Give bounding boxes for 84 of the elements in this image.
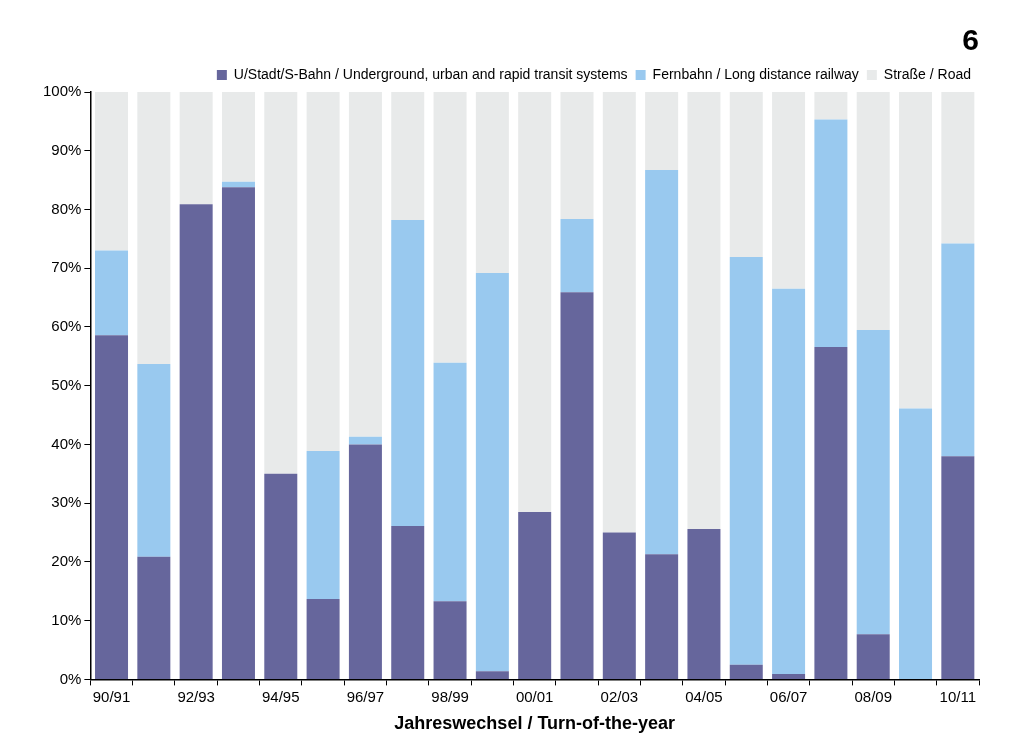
bar	[306, 598, 340, 679]
bar	[645, 554, 679, 679]
bar	[475, 671, 509, 679]
bar	[348, 436, 382, 445]
bar	[348, 444, 382, 679]
x-tick-label: 96/97	[346, 687, 385, 705]
bar	[433, 601, 467, 679]
bar	[221, 187, 255, 679]
x-tick-label: 94/95	[262, 687, 300, 705]
x-tick-label: 98/99	[431, 687, 469, 705]
bar	[560, 92, 594, 219]
chart-title: 6	[962, 23, 979, 57]
bar	[137, 363, 171, 557]
bar	[814, 119, 848, 347]
bar	[729, 92, 763, 258]
bar	[687, 92, 721, 530]
legend-label: Straße / Road	[883, 65, 971, 82]
bar	[221, 92, 255, 182]
x-tick-label: 92/93	[177, 687, 215, 705]
y-tick-label: 40%	[51, 434, 82, 452]
bar	[729, 664, 763, 679]
x-tick-label: 02/03	[600, 687, 639, 705]
bar	[814, 92, 848, 120]
x-tick-label: 06/07	[769, 687, 808, 705]
bar	[772, 288, 806, 675]
bar	[899, 92, 933, 409]
bar	[348, 92, 382, 437]
bar	[95, 92, 129, 251]
y-tick-label: 100%	[42, 82, 82, 100]
y-tick-label: 90%	[51, 140, 82, 158]
bar	[602, 92, 636, 533]
bar	[391, 526, 425, 679]
bar	[95, 335, 129, 679]
bar	[306, 92, 340, 451]
bar	[645, 170, 679, 555]
y-tick-label: 80%	[51, 199, 82, 217]
bar	[772, 674, 806, 679]
bar	[433, 362, 467, 602]
bar	[941, 456, 975, 679]
bar	[391, 220, 425, 527]
bar	[179, 92, 213, 205]
x-axis-title: Jahreswechsel / Turn-of-the-year	[394, 713, 676, 734]
bar	[645, 92, 679, 171]
bar	[391, 92, 425, 221]
x-tick-label: 04/05	[685, 687, 723, 705]
bar	[729, 257, 763, 665]
bar	[306, 450, 340, 599]
bar	[179, 204, 213, 679]
bar	[856, 329, 890, 635]
x-tick-label: 90/91	[92, 687, 131, 705]
bar	[560, 292, 594, 679]
bar	[137, 92, 171, 364]
bar	[475, 92, 509, 273]
bar	[602, 532, 636, 679]
bar	[856, 634, 890, 679]
y-tick-label: 20%	[51, 552, 82, 570]
bar	[137, 556, 171, 679]
legend-label: Fernbahn / Long distance railway	[652, 65, 859, 82]
y-tick-label: 0%	[59, 669, 82, 687]
bar	[264, 473, 298, 679]
bar	[772, 92, 806, 289]
bar	[899, 408, 933, 679]
bar	[221, 181, 255, 188]
bar	[95, 250, 129, 336]
y-tick-label: 30%	[51, 493, 82, 511]
y-tick-label: 60%	[51, 317, 82, 335]
y-tick-label: 10%	[51, 610, 82, 628]
bar	[433, 92, 467, 363]
y-tick-label: 50%	[51, 375, 82, 393]
x-tick-label: 00/01	[515, 687, 554, 705]
bar	[814, 346, 848, 679]
legend-label: U/Stadt/S-Bahn / Underground, urban and rapid transit systems	[233, 65, 628, 82]
x-tick-label: 10/11	[939, 687, 977, 705]
bar	[475, 272, 509, 672]
bar	[941, 243, 975, 457]
y-tick-label: 70%	[51, 258, 82, 276]
x-tick-label: 08/09	[854, 687, 892, 705]
bar	[941, 92, 975, 244]
bar	[518, 511, 552, 679]
bar	[856, 92, 890, 330]
bar	[687, 529, 721, 679]
bar	[560, 218, 594, 293]
bar	[264, 92, 298, 474]
bar	[518, 92, 552, 512]
